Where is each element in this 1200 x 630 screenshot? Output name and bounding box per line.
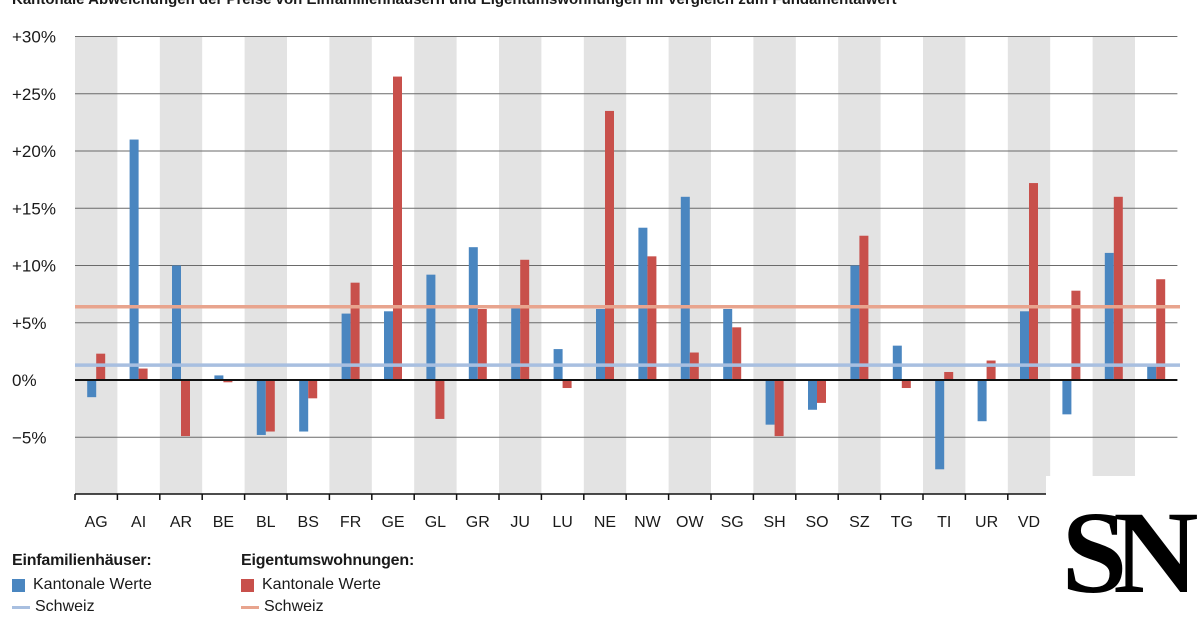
bar-efh [638, 227, 648, 380]
bar-etw [605, 110, 614, 381]
bar-etw [435, 380, 445, 419]
x-tick-label: FR [340, 514, 361, 531]
bar-efh [214, 375, 224, 380]
x-tick-label: TI [937, 514, 951, 531]
legend-efh-bar-label: Kantonale Werte [33, 576, 152, 593]
bar-efh [426, 274, 436, 380]
x-tick-label: SZ [849, 514, 870, 531]
bar-efh [680, 196, 690, 380]
x-tick-label: AR [170, 514, 192, 531]
x-tick-label: SH [763, 514, 785, 531]
y-tick-label: +30% [12, 28, 56, 47]
bar-efh [977, 380, 987, 422]
y-tick-label: +20% [12, 142, 56, 161]
x-tick-label: TG [891, 514, 913, 531]
bar-efh [1147, 366, 1157, 380]
bar-efh [384, 311, 393, 380]
bar-etw [944, 371, 954, 380]
legend-efh-line-label: Schweiz [35, 598, 95, 615]
sn-logo-text: SN [1061, 487, 1199, 618]
bar-efh [87, 380, 97, 398]
x-tick-label: SO [805, 514, 828, 531]
y-tick-label: +25% [12, 85, 56, 104]
legend-etw-line-swatch [241, 605, 259, 609]
x-tick-label: GE [381, 514, 404, 531]
y-tick-label: −5% [12, 428, 47, 447]
bar-etw [732, 327, 742, 380]
x-tick-label: BE [213, 514, 234, 531]
x-tick-label: GL [425, 514, 446, 531]
legend-etw-bar: Kantonale Werte [241, 574, 414, 596]
bar-efh [129, 139, 139, 380]
bar-etw [350, 282, 360, 380]
x-tick-label: BS [298, 514, 319, 531]
legend-etw: Eigentumswohnungen: Kantonale Werte Schw… [241, 552, 414, 618]
y-tick-label: +15% [12, 199, 56, 218]
bar-etw [562, 380, 572, 389]
x-tick-label: VD [1018, 514, 1040, 531]
x-tick-label: BL [256, 514, 276, 531]
legend-efh-line: Schweiz [12, 596, 152, 618]
bar-etw [1071, 290, 1081, 380]
bar-etw [986, 360, 996, 380]
bar-efh [596, 309, 605, 380]
legend-etw-line: Schweiz [241, 596, 414, 618]
bar-efh [892, 345, 902, 380]
x-tick-label: SG [721, 514, 744, 531]
bar-efh [1020, 311, 1029, 380]
legend-etw-heading: Eigentumswohnungen: [241, 552, 415, 569]
bar-efh [723, 309, 733, 380]
x-tick-label: OW [676, 514, 704, 531]
bar-etw [477, 309, 487, 380]
x-tick-label: NW [634, 514, 662, 531]
bar-etw [393, 76, 402, 380]
bar-efh [765, 380, 775, 425]
bar-etw [520, 259, 530, 380]
legend-etw-bar-label: Kantonale Werte [262, 576, 381, 593]
bar-etw [138, 368, 148, 380]
y-tick-label: +5% [12, 314, 47, 333]
bar-etw [647, 256, 657, 380]
legend-efh-bar-swatch [12, 578, 25, 592]
chart-title: Kantonale Abweichungen der Preise von Ei… [12, 0, 1192, 8]
bar-etw [1156, 279, 1166, 380]
bar-etw [308, 380, 318, 399]
bar-etw [1113, 196, 1123, 380]
bar-efh [1062, 380, 1072, 415]
x-tick-label: JU [510, 514, 530, 531]
bar-etw [774, 380, 784, 437]
bar-etw [817, 380, 826, 403]
bar-efh [341, 313, 351, 380]
bar-etw [181, 380, 190, 437]
bar-efh [850, 265, 860, 380]
x-tick-label: NE [594, 514, 616, 531]
bar-efh [808, 380, 817, 410]
bar-etw [265, 380, 275, 432]
x-tick-label: AI [131, 514, 146, 531]
legend-etw-bar-swatch [241, 578, 254, 592]
bar-efh [1104, 252, 1114, 380]
bar-efh [511, 307, 521, 380]
x-tick-label: UR [975, 514, 998, 531]
x-tick-label: LU [552, 514, 572, 531]
x-tick-label: AG [85, 514, 108, 531]
legend-efh-line-swatch [12, 605, 30, 609]
bar-efh [299, 380, 309, 432]
legend-etw-line-label: Schweiz [264, 598, 324, 615]
legend-efh-heading: Einfamilienhäuser: [12, 552, 152, 569]
bar-efh [468, 247, 478, 380]
bar-etw [223, 380, 233, 383]
y-tick-label: +10% [12, 257, 56, 276]
bar-efh [172, 265, 181, 380]
x-tick-label: GR [466, 514, 490, 531]
y-tick-label: 0% [12, 371, 37, 390]
sn-logo: SN [1046, 476, 1200, 630]
bar-efh [256, 380, 266, 435]
bar-etw [901, 380, 911, 389]
bar-efh [935, 380, 945, 470]
legend-efh: Einfamilienhäuser: Kantonale Werte Schwe… [12, 552, 152, 618]
bar-etw [1029, 183, 1038, 380]
legend-efh-bar: Kantonale Werte [12, 574, 152, 596]
